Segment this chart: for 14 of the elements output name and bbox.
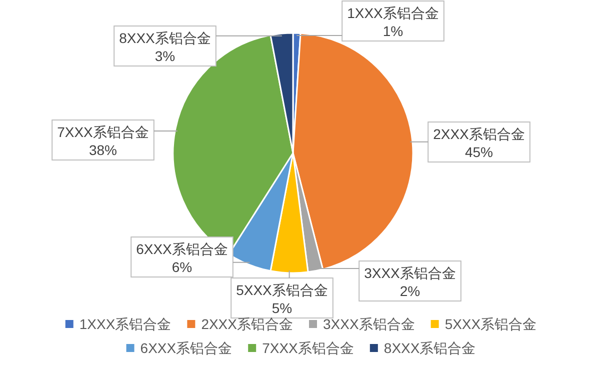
data-label: 5% — [272, 300, 292, 316]
slice-label: 8XXX系铝合金 — [119, 30, 211, 46]
slice-label: 5XXX系铝合金 — [236, 282, 328, 298]
slice-label: 7XXX系铝合金 — [57, 124, 149, 140]
slice-label: 1XXX系铝合金 — [347, 5, 439, 21]
data-label: 45% — [464, 144, 494, 160]
slice-label: 6XXX系铝合金 — [136, 241, 228, 257]
slice-label: 2XXX系铝合金 — [433, 126, 525, 142]
data-label: 3% — [154, 48, 176, 64]
data-label: 6% — [172, 259, 192, 275]
data-label: 1% — [382, 23, 404, 39]
slice-label: 3XXX系铝合金 — [364, 265, 456, 281]
data-label: 2% — [400, 283, 420, 299]
data-label: 38% — [88, 142, 118, 158]
